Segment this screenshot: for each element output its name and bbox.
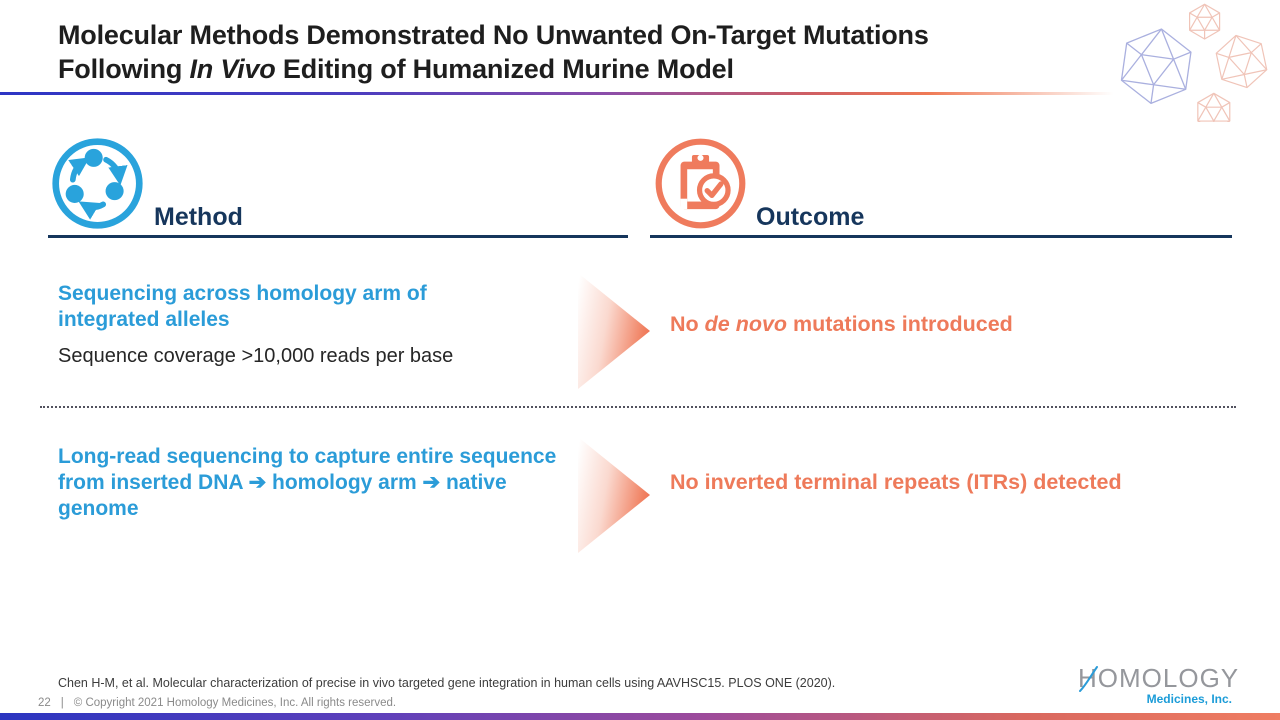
dotted-separator [40, 406, 1236, 408]
polyhedron-medium-pink [1212, 30, 1271, 93]
cycle-icon [52, 138, 143, 229]
polyhedra-decoration [1117, 3, 1271, 122]
row2-method-heading: Long-read sequencing to capture entire s… [58, 445, 557, 520]
row2-gradient-arrow [578, 437, 650, 553]
title-line2-italic: In Vivo [189, 54, 276, 84]
title-line2-post: Editing of Humanized Murine Model [275, 54, 734, 84]
title-line1: Molecular Methods Demonstrated No Unwant… [58, 20, 929, 50]
clipboard-check-icon [655, 138, 746, 229]
row1-method-detail: Sequence coverage >10,000 reads per base [58, 345, 454, 367]
row1-outcome-post: mutations introduced [787, 312, 1013, 336]
polyhedron-large-blue [1117, 23, 1195, 109]
outcome-column-label: Outcome [756, 203, 865, 231]
homology-logo: HOMOLOGY Medicines, Inc. [1078, 664, 1238, 706]
polyhedron-bottom-pink [1197, 92, 1231, 122]
polyhedron-small-pink [1189, 3, 1220, 40]
bottom-gradient-bar [0, 713, 1280, 720]
logo-subtext: Medicines, Inc. [1146, 692, 1232, 706]
logo-wordmark: HOMOLOGY [1078, 664, 1238, 692]
copyright-text: © Copyright 2021 Homology Medicines, Inc… [73, 697, 397, 709]
logo-text: HOMOLOGY [1078, 663, 1240, 693]
row2-outcome-text: No inverted terminal repeats (ITRs) dete… [670, 470, 1122, 494]
title-line2-pre: Following [58, 54, 190, 84]
outcome-underline [650, 235, 1232, 238]
row1-outcome-italic: de novo [704, 312, 788, 336]
row1-method-heading: Sequencing across homology arm of integr… [58, 282, 427, 331]
footer-separator: | [60, 697, 64, 709]
footer-meta: 22 | © Copyright 2021 Homology Medicines… [38, 697, 396, 709]
row1-outcome-text: No de novo mutations introduced [670, 312, 1013, 337]
method-column-label: Method [154, 203, 243, 231]
page-number: 22 [38, 697, 51, 709]
row1-gradient-arrow [578, 273, 650, 389]
row1-outcome-pre: No [670, 312, 705, 336]
slide-title: Molecular Methods Demonstrated No Unwant… [58, 18, 1118, 86]
citation-text: Chen H-M, et al. Molecular characterizat… [58, 676, 836, 690]
method-underline [48, 235, 628, 238]
title-divider [0, 92, 1160, 95]
